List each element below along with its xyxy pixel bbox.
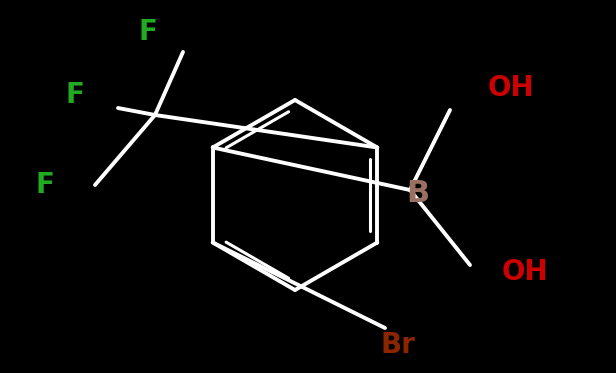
Text: F: F: [36, 171, 54, 199]
Text: F: F: [65, 81, 84, 109]
Text: F: F: [139, 18, 158, 46]
Text: Br: Br: [381, 331, 415, 359]
Text: OH: OH: [488, 74, 535, 102]
Text: OH: OH: [502, 258, 549, 286]
Text: B: B: [407, 179, 429, 207]
